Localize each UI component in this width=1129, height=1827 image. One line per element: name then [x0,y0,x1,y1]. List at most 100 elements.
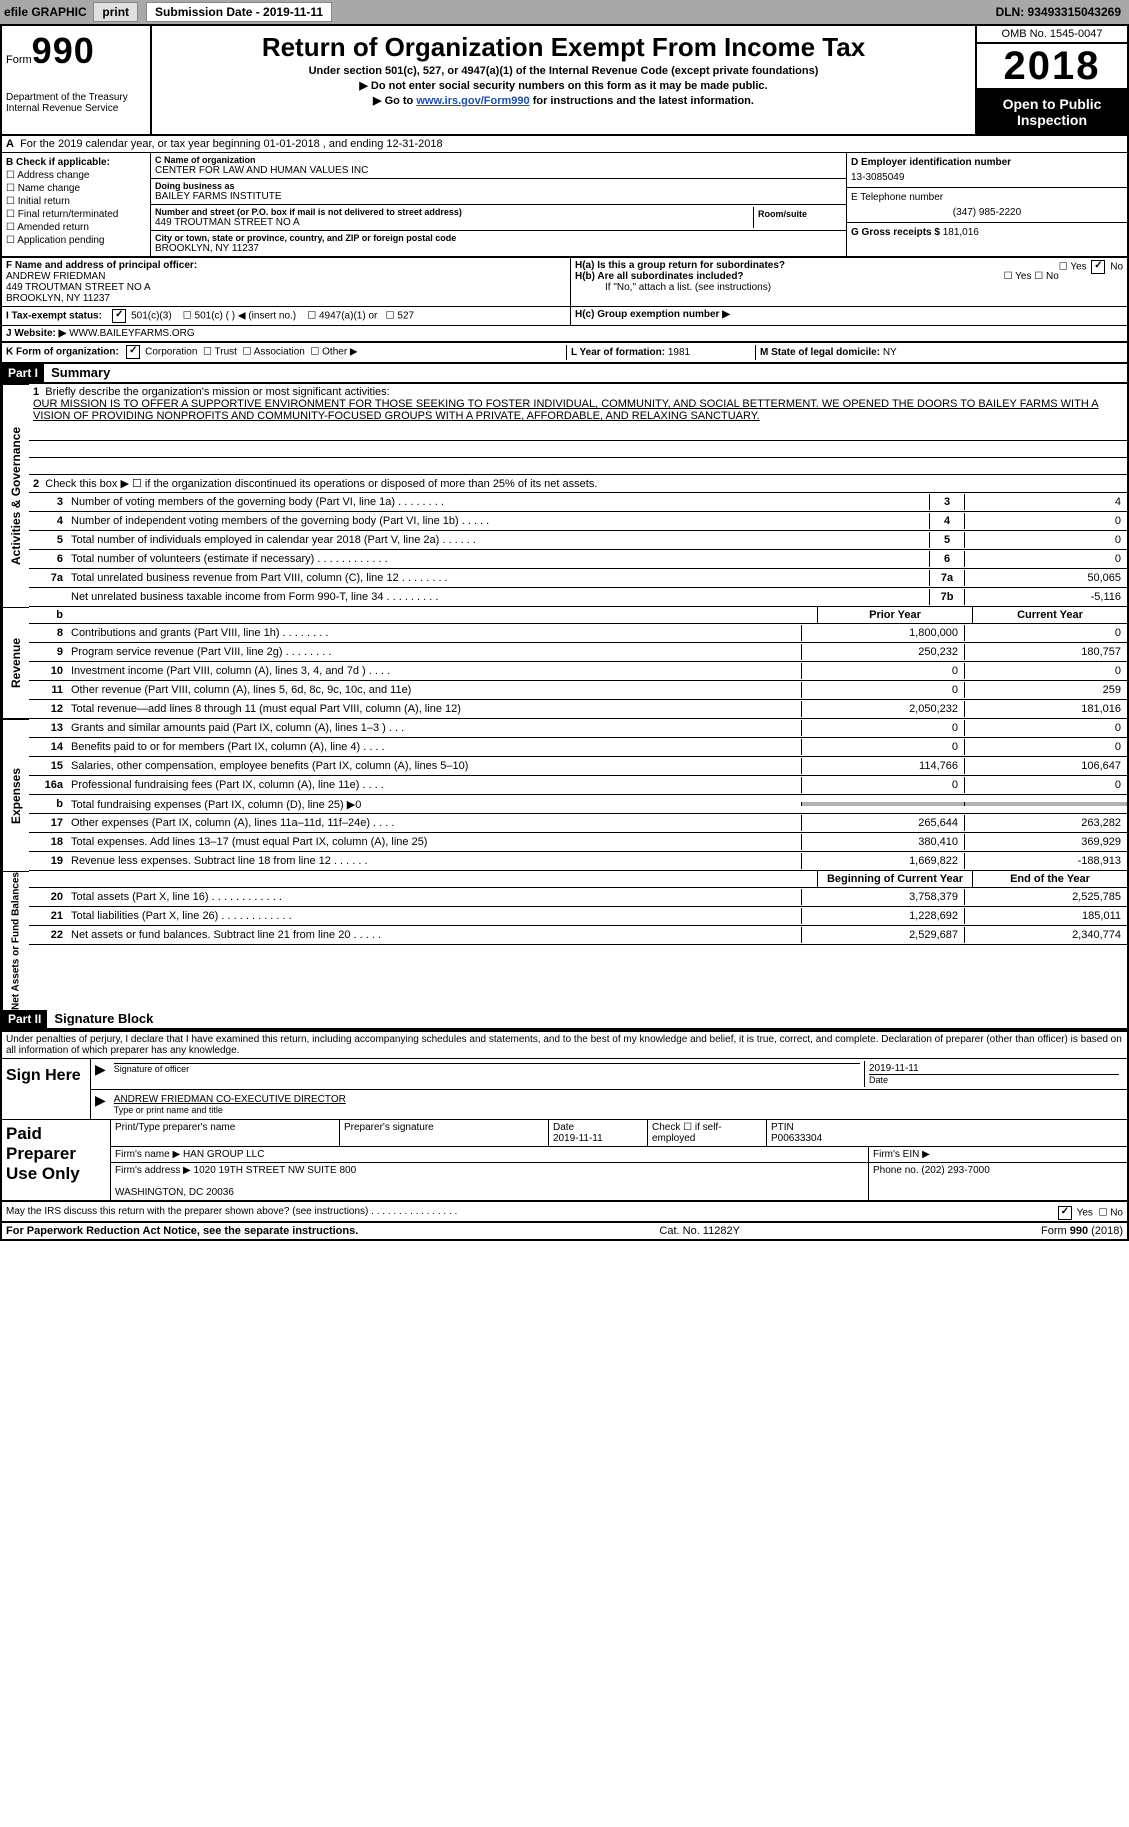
e-phone-label: E Telephone number [851,192,1123,203]
data-row: 12 Total revenue—add lines 8 through 11 … [29,700,1127,719]
h-a: H(a) Is this a group return for subordin… [575,260,1123,271]
k-corp-check[interactable] [126,345,140,359]
preparer-date: Date2019-11-11 [549,1120,648,1146]
data-row: 7a Total unrelated business revenue from… [29,569,1127,588]
part2-header: Part II [2,1010,47,1028]
irs-discuss: May the IRS discuss this return with the… [2,1202,1127,1223]
irs-yes-check[interactable] [1058,1206,1072,1220]
city-label: City or town, state or province, country… [155,233,842,243]
g-receipts-label: G Gross receipts $ [851,227,940,238]
print-button[interactable]: print [93,2,138,22]
sig-date: 2019-11-11 [869,1063,1119,1074]
data-row: 15 Salaries, other compensation, employe… [29,757,1127,776]
l-year: L Year of formation: 1981 [567,345,756,360]
efile-label: efile GRAPHIC [4,5,87,19]
data-row: 11 Other revenue (Part VIII, column (A),… [29,681,1127,700]
subtitle-2: ▶ Do not enter social security numbers o… [156,79,971,92]
phone-value: (347) 985-2220 [851,207,1123,218]
part1-title: Summary [51,365,110,380]
line1-label: Briefly describe the organization's miss… [45,386,389,398]
date-label: Date [869,1074,1119,1085]
j-website: J Website: ▶ WWW.BAILEYFARMS.ORG [6,328,1123,339]
form-990: Form990 Department of the Treasury Inter… [0,24,1129,1241]
officer-addr: 449 TROUTMAN STREET NO A BROOKLYN, NY 11… [6,282,566,304]
footer-right: Form 990 (2018) [1041,1225,1123,1237]
i-501c3-check[interactable] [112,309,126,323]
data-row: 22 Net assets or fund balances. Subtract… [29,926,1127,945]
data-row: 18 Total expenses. Add lines 13–17 (must… [29,833,1127,852]
data-row: Net unrelated business taxable income fr… [29,588,1127,607]
sig-officer-label: Signature of officer [114,1063,860,1074]
side-net-assets: Net Assets or Fund Balances [2,871,29,1010]
part2-title: Signature Block [54,1011,153,1026]
side-expenses: Expenses [2,719,29,871]
k-form-org: K Form of organization: Corporation ☐ Tr… [6,345,567,360]
data-row: 8 Contributions and grants (Part VIII, l… [29,624,1127,643]
part1-header: Part I [2,364,44,382]
submission-date: Submission Date - 2019-11-11 [146,2,332,22]
side-revenue: Revenue [2,607,29,719]
line2-label: Check this box ▶ ☐ if the organization d… [45,478,597,490]
org-name: CENTER FOR LAW AND HUMAN VALUES INC [155,165,842,176]
data-row: 10 Investment income (Part VIII, column … [29,662,1127,681]
officer-name-title: ANDREW FRIEDMAN CO-EXECUTIVE DIRECTOR [114,1094,1119,1105]
side-activities: Activities & Governance [2,384,29,607]
firm-name: Firm's name ▶ HAN GROUP LLC [111,1147,869,1162]
data-row: 21 Total liabilities (Part X, line 26) .… [29,907,1127,926]
cb-address-change[interactable]: ☐ Address change [6,170,146,181]
c-name-label: C Name of organization [155,155,842,165]
cb-initial-return[interactable]: ☐ Initial return [6,196,146,207]
firm-ein-label: Firm's EIN ▶ [869,1147,1127,1162]
data-row: 4 Number of independent voting members o… [29,512,1127,531]
data-row: 16a Professional fundraising fees (Part … [29,776,1127,795]
h-c: H(c) Group exemption number ▶ [571,307,1127,325]
addr-label: Number and street (or P.O. box if mail i… [155,207,753,217]
room-label: Room/suite [754,207,842,228]
ptin: PTINP00633304 [767,1120,1127,1146]
cb-application-pending[interactable]: ☐ Application pending [6,235,146,246]
cb-final-return[interactable]: ☐ Final return/terminated [6,209,146,220]
dba-label: Doing business as [155,181,842,191]
top-bar: efile GRAPHIC print Submission Date - 20… [0,0,1129,24]
a-tax-year-line: A For the 2019 calendar year, or tax yea… [2,136,1127,153]
declaration: Under penalties of perjury, I declare th… [2,1032,1127,1059]
firm-phone: Phone no. (202) 293-7000 [869,1163,1127,1200]
ha-no-check[interactable] [1091,260,1105,274]
f-officer-label: F Name and address of principal officer: [6,260,566,271]
footer: For Paperwork Reduction Act Notice, see … [2,1223,1127,1239]
subtitle-1: Under section 501(c), 527, or 4947(a)(1)… [156,65,971,77]
dln-label: DLN: 93493315043269 [996,5,1121,19]
h-note: If "No," attach a list. (see instruction… [575,282,1123,293]
self-employed-check[interactable]: Check ☐ if self-employed [648,1120,767,1146]
type-name-label: Type or print name and title [114,1105,1119,1115]
gross-receipts: 181,016 [943,227,979,238]
city-state-zip: BROOKLYN, NY 11237 [155,243,842,254]
data-row: 20 Total assets (Part X, line 16) . . . … [29,888,1127,907]
rev-header: b Prior Year Current Year [29,607,1127,624]
tax-year: 2018 [977,44,1127,90]
dept-label: Department of the Treasury Internal Reve… [6,92,146,114]
form-number: Form990 [6,30,146,72]
data-row: 9 Program service revenue (Part VIII, li… [29,643,1127,662]
h-b: H(b) Are all subordinates included? ☐ Ye… [575,271,1123,282]
form-title: Return of Organization Exempt From Incom… [156,32,971,63]
officer-name: ANDREW FRIEDMAN [6,271,566,282]
cb-amended-return[interactable]: ☐ Amended return [6,222,146,233]
na-header: Beginning of Current Year End of the Yea… [29,871,1127,888]
cb-name-change[interactable]: ☐ Name change [6,183,146,194]
data-row: 14 Benefits paid to or for members (Part… [29,738,1127,757]
sign-here-label: Sign Here [2,1059,91,1119]
street-address: 449 TROUTMAN STREET NO A [155,217,753,228]
data-row: 3 Number of voting members of the govern… [29,493,1127,512]
data-row: 13 Grants and similar amounts paid (Part… [29,719,1127,738]
footer-mid: Cat. No. 11282Y [659,1225,740,1237]
firm-address: Firm's address ▶ 1020 19TH STREET NW SUI… [111,1163,869,1200]
irs-link[interactable]: www.irs.gov/Form990 [416,95,529,107]
data-row: 5 Total number of individuals employed i… [29,531,1127,550]
mission-statement: OUR MISSION IS TO OFFER A SUPPORTIVE ENV… [33,398,1099,422]
m-state: M State of legal domicile: NY [756,345,1123,360]
footer-left: For Paperwork Reduction Act Notice, see … [6,1225,358,1237]
d-ein-label: D Employer identification number [851,157,1123,168]
b-checkboxes: B Check if applicable: ☐ Address change … [2,153,151,256]
preparer-sig-label: Preparer's signature [340,1120,549,1146]
